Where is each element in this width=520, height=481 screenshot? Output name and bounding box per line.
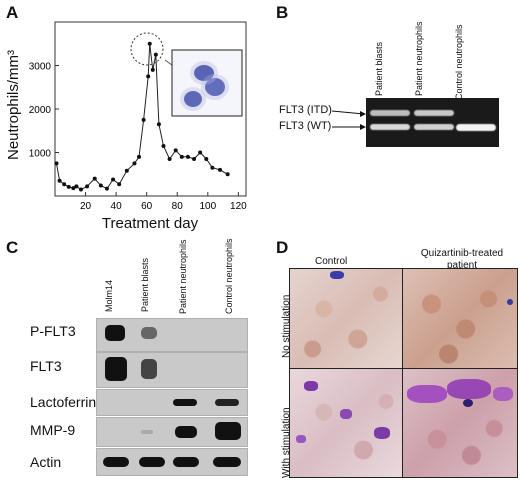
x-tick-label: 100 bbox=[199, 201, 216, 212]
x-tick-label: 40 bbox=[111, 201, 123, 212]
data-point bbox=[161, 143, 166, 148]
micrograph-patient-stimulated bbox=[402, 368, 518, 478]
data-point bbox=[85, 184, 90, 189]
blot-row-label: MMP-9 bbox=[30, 422, 76, 438]
blot-strip bbox=[96, 352, 248, 388]
y-tick-label: 2000 bbox=[29, 105, 52, 116]
neutrophil-chart: 1000 2000 3000 20 40 60 80 100 120 Treatment da… bbox=[5, 21, 247, 232]
panel-b-letter: B bbox=[276, 3, 289, 22]
gel-band bbox=[370, 124, 410, 130]
data-point bbox=[167, 157, 172, 162]
data-point bbox=[218, 167, 223, 172]
x-tick-label: 80 bbox=[172, 201, 184, 212]
panel-c-letter: C bbox=[6, 238, 19, 257]
data-point bbox=[150, 67, 155, 72]
data-point bbox=[71, 186, 76, 191]
data-point bbox=[124, 168, 129, 173]
data-point bbox=[198, 150, 203, 155]
data-point bbox=[210, 165, 215, 170]
gel-band-label-wt: FLT3 (WT) bbox=[279, 120, 332, 132]
blot-lane-label: Control neutrophils bbox=[224, 238, 234, 314]
gel-lane-label: Patient neutrophils bbox=[414, 21, 424, 96]
blot-lane-label: Patient neutrophils bbox=[178, 239, 188, 314]
blot-row-label: FLT3 bbox=[30, 358, 62, 374]
data-point bbox=[104, 186, 109, 191]
gel-band bbox=[370, 110, 410, 116]
x-tick-label: 60 bbox=[141, 201, 153, 212]
gel-band bbox=[414, 110, 454, 116]
blot-strip bbox=[96, 318, 248, 352]
x-tick-label: 120 bbox=[230, 201, 247, 212]
data-point bbox=[204, 157, 209, 162]
column-header-quizartinib: Quizartinib-treated patient bbox=[420, 248, 504, 271]
gel-band-arrows bbox=[331, 110, 366, 130]
micrograph-patient-unstimulated bbox=[402, 268, 518, 370]
gel-band-label-itd: FLT3 (ITD) bbox=[279, 104, 332, 116]
data-point bbox=[66, 184, 71, 189]
neutrophil-inset bbox=[171, 49, 243, 117]
data-point bbox=[185, 154, 190, 159]
data-point bbox=[111, 177, 116, 182]
data-point bbox=[173, 148, 178, 153]
y-tick-label: 3000 bbox=[29, 62, 52, 73]
data-point bbox=[146, 74, 151, 79]
gel-image bbox=[366, 98, 499, 147]
micrograph-control-unstimulated bbox=[289, 268, 404, 370]
micrograph-control-stimulated bbox=[289, 368, 404, 478]
x-axis-label: Treatment day bbox=[102, 215, 199, 232]
data-point bbox=[192, 157, 197, 162]
column-header-control: Control bbox=[315, 256, 348, 267]
data-point bbox=[74, 184, 79, 189]
data-point bbox=[92, 176, 97, 181]
panel-d-letter: D bbox=[276, 238, 289, 257]
blot-row-label: P-FLT3 bbox=[30, 323, 76, 339]
x-ticks: 20 40 60 80 100 120 bbox=[80, 192, 247, 212]
y-axis-label: Neutrophils/mm³ bbox=[5, 50, 22, 160]
data-point bbox=[98, 183, 103, 188]
blot-strip bbox=[96, 389, 248, 416]
data-point bbox=[132, 161, 137, 166]
blot-strip bbox=[96, 417, 248, 447]
data-point bbox=[147, 41, 152, 46]
gel-band bbox=[456, 124, 496, 131]
data-point bbox=[57, 178, 62, 183]
data-point bbox=[62, 182, 67, 187]
data-point bbox=[179, 154, 184, 159]
data-point bbox=[137, 154, 142, 159]
data-point bbox=[54, 161, 59, 166]
peak-highlight-circle bbox=[130, 32, 164, 66]
data-point bbox=[225, 172, 230, 177]
blot-lane-label: Patient blasts bbox=[140, 257, 150, 312]
data-point bbox=[141, 117, 146, 122]
y-ticks: 1000 2000 3000 bbox=[29, 62, 59, 160]
gel-lane-label: Patient blasts bbox=[374, 41, 384, 96]
gel-band bbox=[414, 124, 454, 130]
blot-row-label: Actin bbox=[30, 454, 62, 470]
neutrophil-series-points bbox=[54, 41, 230, 192]
gel-lane-label: Control neutrophils bbox=[454, 24, 464, 100]
data-point bbox=[153, 52, 158, 57]
blot-row-label: Lactoferrin bbox=[30, 394, 97, 410]
x-tick-label: 20 bbox=[80, 201, 92, 212]
data-point bbox=[117, 182, 122, 187]
data-point bbox=[156, 122, 161, 127]
blot-lane-label: Molm14 bbox=[104, 279, 114, 312]
panel-a-letter: A bbox=[6, 3, 19, 22]
y-tick-label: 1000 bbox=[29, 149, 52, 160]
blot-strip bbox=[96, 448, 248, 476]
data-point bbox=[78, 187, 83, 192]
